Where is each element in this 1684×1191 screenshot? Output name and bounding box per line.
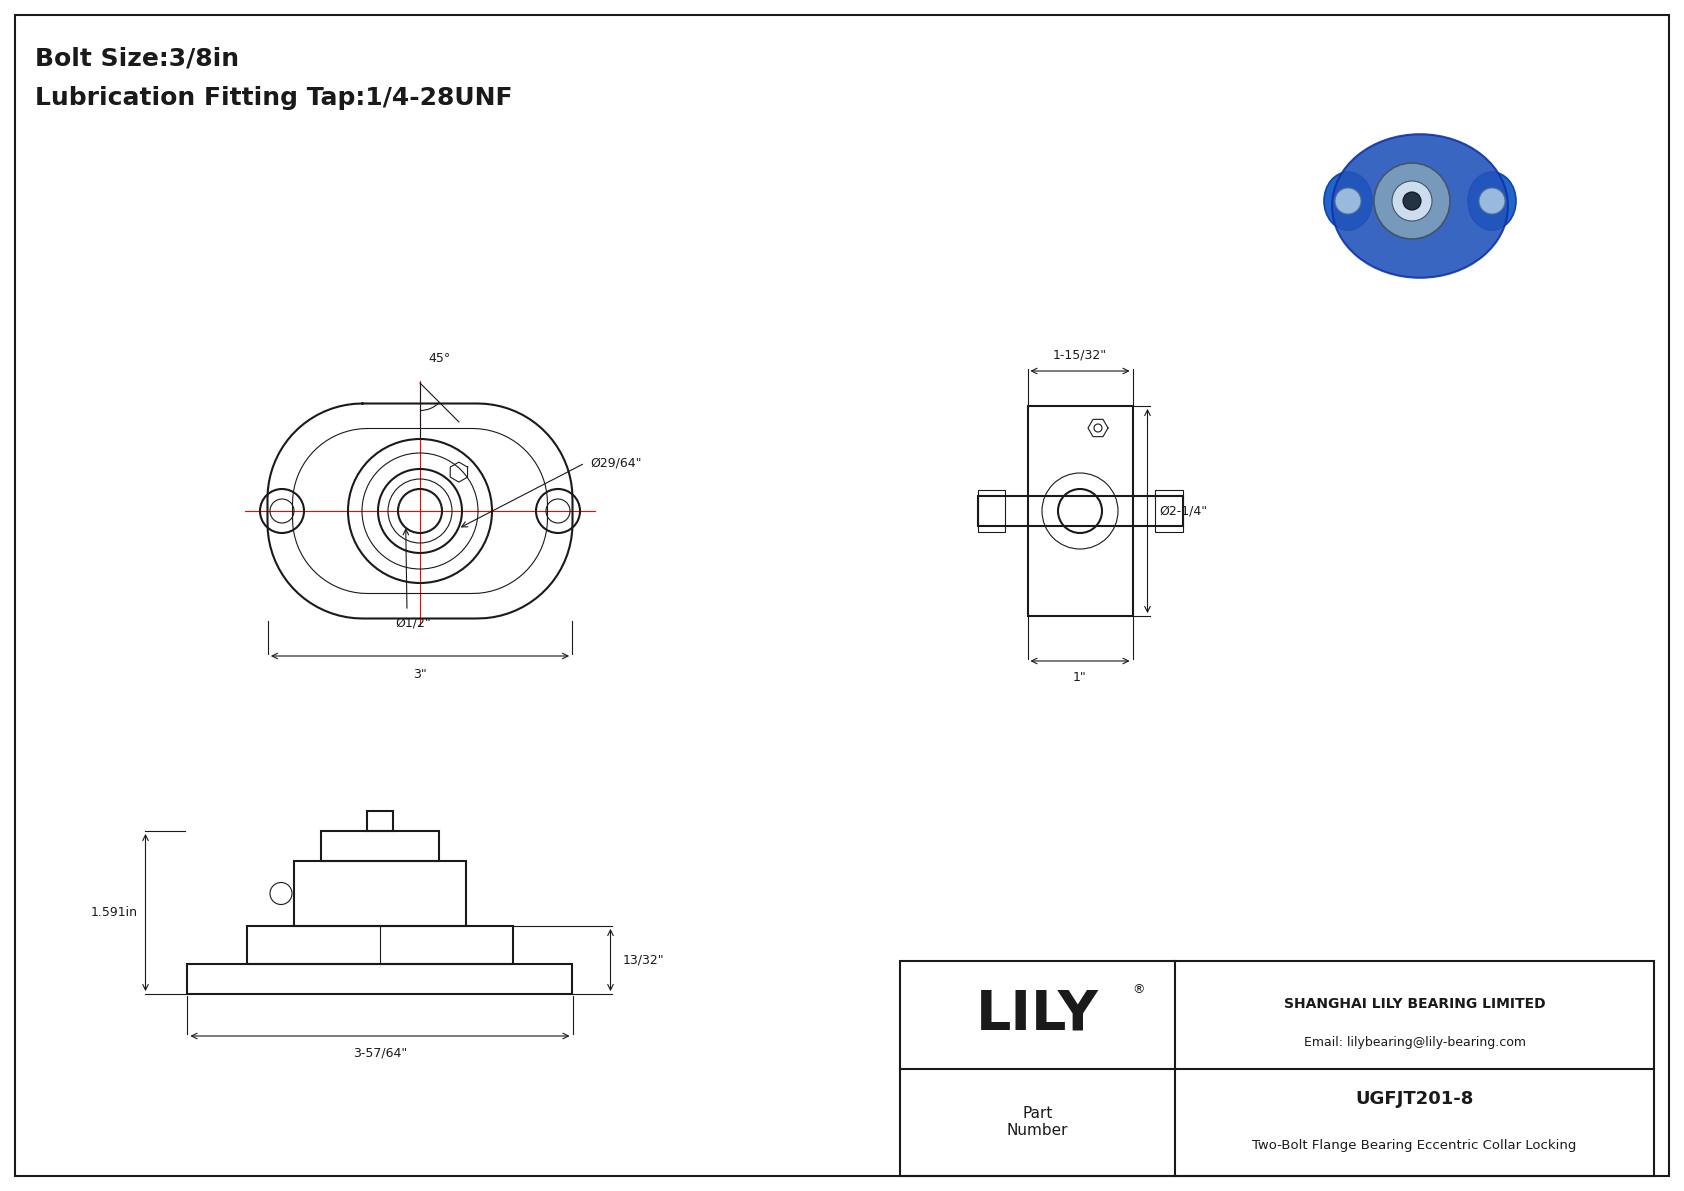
Text: 1-15/32": 1-15/32" (1052, 348, 1106, 361)
Text: ®: ® (1133, 983, 1145, 996)
Text: 13/32": 13/32" (623, 954, 663, 967)
Circle shape (1374, 163, 1450, 239)
Bar (248, 925, 512, 964)
Text: SHANGHAI LILY BEARING LIMITED: SHANGHAI LILY BEARING LIMITED (1283, 997, 1546, 1011)
Text: Lubrication Fitting Tap:1/4-28UNF: Lubrication Fitting Tap:1/4-28UNF (35, 86, 512, 110)
Text: LILY: LILY (977, 987, 1100, 1042)
Circle shape (1479, 188, 1505, 214)
Bar (899, 961, 1654, 1176)
Bar (977, 495, 1182, 526)
Text: 3": 3" (413, 668, 426, 681)
Circle shape (1335, 188, 1361, 214)
Text: Part
Number: Part Number (1007, 1106, 1068, 1139)
Text: Bolt Size:3/8in: Bolt Size:3/8in (35, 46, 239, 70)
Ellipse shape (1332, 135, 1507, 278)
Ellipse shape (1324, 172, 1372, 230)
Text: Ø29/64": Ø29/64" (589, 456, 642, 469)
Ellipse shape (1468, 172, 1516, 230)
Bar (295, 861, 466, 925)
Text: 45°: 45° (428, 353, 450, 364)
Circle shape (1393, 181, 1431, 222)
Text: Ø1/2": Ø1/2" (396, 616, 431, 629)
Text: Ø2-1/4": Ø2-1/4" (1160, 505, 1207, 518)
Text: 1": 1" (1073, 671, 1086, 684)
Bar (367, 811, 392, 831)
Text: Email: lilybearing@lily-bearing.com: Email: lilybearing@lily-bearing.com (1303, 1036, 1526, 1049)
Bar (187, 964, 573, 994)
Text: 1.591in: 1.591in (91, 906, 138, 919)
Bar (1155, 490, 1182, 532)
Bar (1027, 406, 1133, 616)
Circle shape (1403, 192, 1421, 210)
Text: UGFJT201-8: UGFJT201-8 (1356, 1090, 1474, 1108)
Text: 3-57/64": 3-57/64" (354, 1046, 408, 1059)
Bar (977, 490, 1005, 532)
Text: Two-Bolt Flange Bearing Eccentric Collar Locking: Two-Bolt Flange Bearing Eccentric Collar… (1253, 1140, 1576, 1153)
Bar (322, 831, 440, 861)
